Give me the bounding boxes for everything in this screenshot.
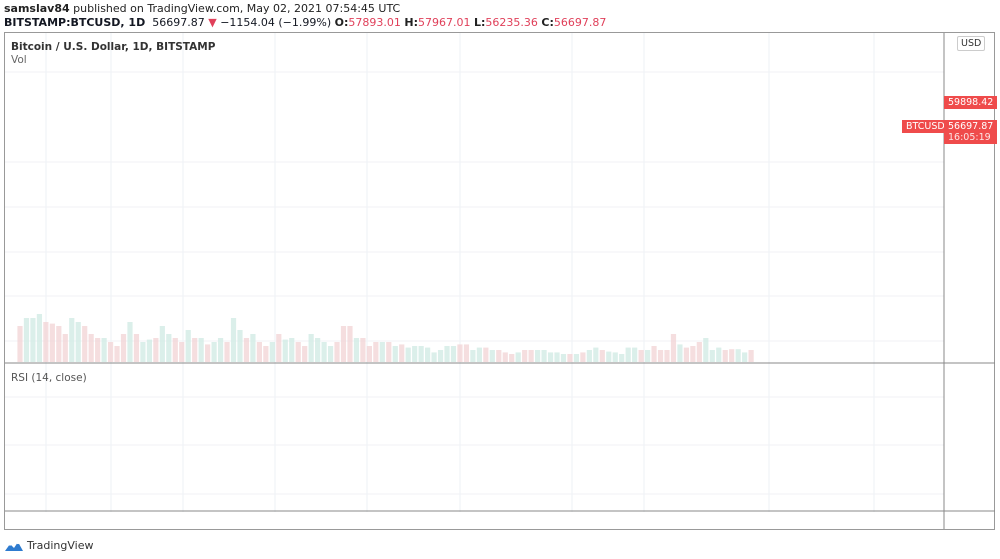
low-value: 56235.36 [485, 16, 538, 29]
tradingview-cloud-icon [5, 540, 23, 551]
high-value: 57967.01 [418, 16, 471, 29]
open-value: 57893.01 [348, 16, 401, 29]
last-price: 56697.87 [152, 16, 205, 29]
currency-badge[interactable]: USD [957, 36, 986, 51]
down-triangle-icon: ▼ [208, 16, 217, 29]
rsi-legend: RSI (14, close) [11, 372, 87, 384]
tradingview-brand: TradingView [27, 539, 94, 552]
close-label: C: [541, 16, 554, 29]
open-label: O: [334, 16, 349, 29]
ohlc-line: BITSTAMP:BTCUSD, 1D 56697.87 ▼ −1154.04 … [4, 16, 606, 29]
published-text: published on TradingView.com, May 02, 20… [73, 2, 401, 15]
publisher-line: samslav84 published on TradingView.com, … [4, 2, 400, 15]
price-change: −1154.04 (−1.99%) [220, 16, 332, 29]
author[interactable]: samslav84 [4, 2, 70, 15]
bar-countdown: 16:05:19 [948, 132, 991, 143]
symbol: BITSTAMP:BTCUSD, 1D [4, 16, 146, 29]
resistance-price-tag: 59898.42 [944, 96, 998, 109]
low-label: L: [474, 16, 486, 29]
volume-legend: Vol [11, 54, 27, 66]
close-value: 56697.87 [553, 16, 607, 29]
symbol-tag: BTCUSD [902, 120, 949, 133]
chart-frame [4, 32, 995, 530]
last-price-tag: 56697.87 16:05:19 [944, 120, 998, 144]
high-label: H: [404, 16, 418, 29]
series-legend: Bitcoin / U.S. Dollar, 1D, BITSTAMP [11, 41, 216, 53]
last-price-tag-value: 56697.87 [948, 121, 994, 132]
tradingview-logo[interactable]: TradingView [4, 539, 93, 552]
